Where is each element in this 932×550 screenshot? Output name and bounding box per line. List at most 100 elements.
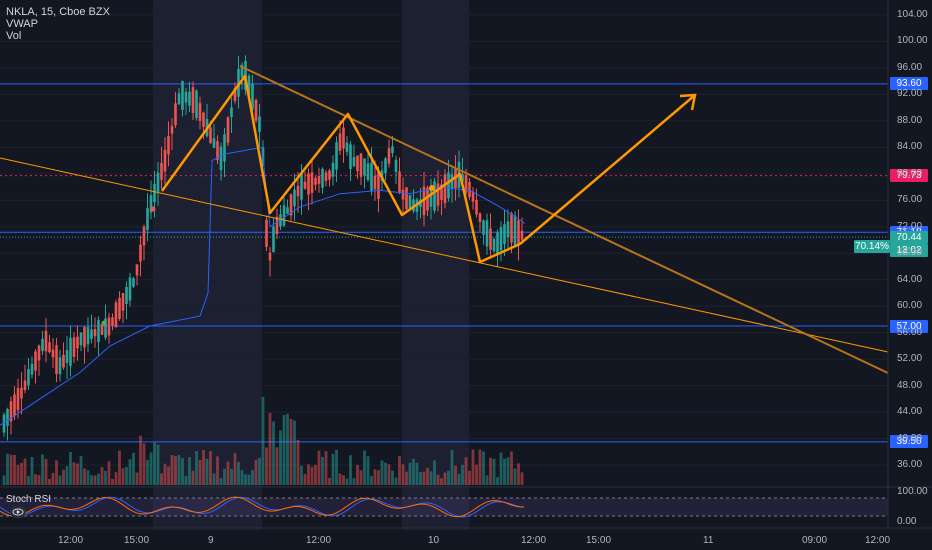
vwap-label[interactable]: VWAP bbox=[6, 18, 38, 30]
candle-body bbox=[492, 238, 496, 252]
volume-bar bbox=[275, 447, 279, 485]
candle-body bbox=[167, 136, 170, 155]
volume-bar bbox=[440, 478, 443, 485]
candle-body bbox=[310, 172, 314, 193]
volume-bar bbox=[188, 457, 191, 485]
candle-body bbox=[496, 232, 499, 254]
candle-body bbox=[202, 112, 205, 127]
volume-bar bbox=[461, 464, 464, 485]
price-axis-tick: 60.00 bbox=[897, 300, 923, 312]
candle-body bbox=[20, 387, 23, 399]
volume-label[interactable]: Vol bbox=[6, 30, 22, 42]
volume-bar bbox=[135, 472, 139, 485]
volume-bar bbox=[338, 473, 342, 485]
change-percent-tag: 70.14% bbox=[854, 240, 890, 253]
candle-body bbox=[366, 163, 370, 181]
volume-bar bbox=[30, 457, 34, 485]
volume-bar bbox=[426, 467, 429, 485]
volume-bar bbox=[149, 452, 153, 485]
volume-bar bbox=[520, 472, 524, 485]
volume-bar bbox=[352, 478, 356, 485]
candle-body bbox=[62, 354, 65, 368]
stoch-axis-tick: 0.00 bbox=[897, 516, 917, 527]
stoch-k-line bbox=[0, 496, 525, 518]
candle-body bbox=[321, 168, 324, 188]
volume-bar bbox=[464, 457, 468, 485]
volume-bar bbox=[111, 478, 114, 485]
volume-bar bbox=[356, 464, 359, 485]
candle-body bbox=[107, 317, 111, 336]
price-tag: 79.73 bbox=[890, 169, 928, 183]
volume-bar bbox=[433, 460, 436, 485]
candle-body bbox=[216, 141, 219, 161]
volume-bar bbox=[492, 458, 496, 485]
volume-bar bbox=[237, 461, 240, 485]
volume-bar bbox=[69, 451, 72, 485]
volume-bar bbox=[55, 460, 58, 485]
candle-body bbox=[443, 174, 447, 204]
volume-bar bbox=[118, 450, 121, 485]
candle-body bbox=[93, 329, 97, 337]
stoch-d-line bbox=[0, 496, 525, 518]
volume-bar bbox=[373, 469, 377, 485]
candle-body bbox=[69, 337, 72, 366]
candle-body bbox=[335, 142, 338, 170]
arrowhead bbox=[679, 93, 697, 111]
volume-bar bbox=[16, 464, 20, 485]
volume-bar bbox=[303, 473, 307, 485]
candle-body bbox=[377, 172, 380, 199]
candle-body bbox=[398, 171, 401, 193]
volume-bar bbox=[282, 414, 286, 485]
candle-body bbox=[282, 205, 286, 226]
volume-bar bbox=[13, 454, 16, 485]
candle-body bbox=[174, 103, 177, 126]
volume-bar bbox=[104, 470, 107, 485]
candle-body bbox=[125, 286, 128, 304]
trendline-upper bbox=[239, 65, 889, 374]
time-axis-tick: 12:00 bbox=[865, 535, 891, 546]
candle-body bbox=[188, 91, 191, 106]
volume-bar bbox=[317, 450, 321, 485]
stoch-axis-tick: 100.00 bbox=[897, 486, 928, 497]
candle-body bbox=[230, 107, 233, 118]
volume-bar bbox=[289, 418, 293, 485]
candle-body bbox=[79, 332, 83, 346]
volume-bar bbox=[419, 471, 422, 485]
volume-bar bbox=[475, 464, 478, 485]
candles bbox=[2, 55, 524, 441]
candle-body bbox=[482, 220, 485, 235]
eye-icon[interactable] bbox=[10, 506, 26, 518]
candle-body bbox=[86, 327, 90, 345]
candle-body bbox=[16, 388, 20, 411]
candle-body bbox=[293, 189, 296, 207]
volume-bar bbox=[219, 478, 223, 485]
candle-body bbox=[405, 187, 408, 210]
stoch-rsi-label[interactable]: Stoch RSI bbox=[6, 494, 52, 505]
candle-body bbox=[506, 221, 510, 238]
volume-bar bbox=[48, 478, 51, 485]
volume-bar bbox=[517, 463, 520, 485]
time-axis-tick: 12:00 bbox=[58, 535, 84, 546]
volume-bar bbox=[398, 455, 401, 485]
session-shading bbox=[153, 0, 469, 530]
candle-body bbox=[76, 336, 79, 349]
volume-bar bbox=[125, 466, 128, 485]
volume-bar bbox=[450, 450, 454, 485]
candle-body bbox=[48, 342, 51, 353]
volume-bar bbox=[328, 477, 331, 485]
volume-bar bbox=[202, 449, 205, 485]
volume-bar bbox=[286, 413, 289, 485]
chart-legend: NKLA, 15, Cboe BZX VWAP Vol bbox=[6, 6, 110, 42]
time-axis-tick: 10 bbox=[428, 535, 440, 546]
candle-body bbox=[373, 175, 377, 190]
volume-bar bbox=[86, 470, 90, 485]
volume-bar bbox=[485, 475, 489, 485]
price-axis-tick: 76.00 bbox=[897, 194, 923, 206]
marker-dot bbox=[101, 320, 107, 326]
symbol-label[interactable]: NKLA, 15, Cboe BZX bbox=[6, 6, 110, 18]
volume-bar bbox=[506, 457, 510, 485]
volume-bar bbox=[321, 456, 324, 485]
candle-body bbox=[324, 172, 328, 181]
price-axis-tick: 64.00 bbox=[897, 273, 923, 285]
